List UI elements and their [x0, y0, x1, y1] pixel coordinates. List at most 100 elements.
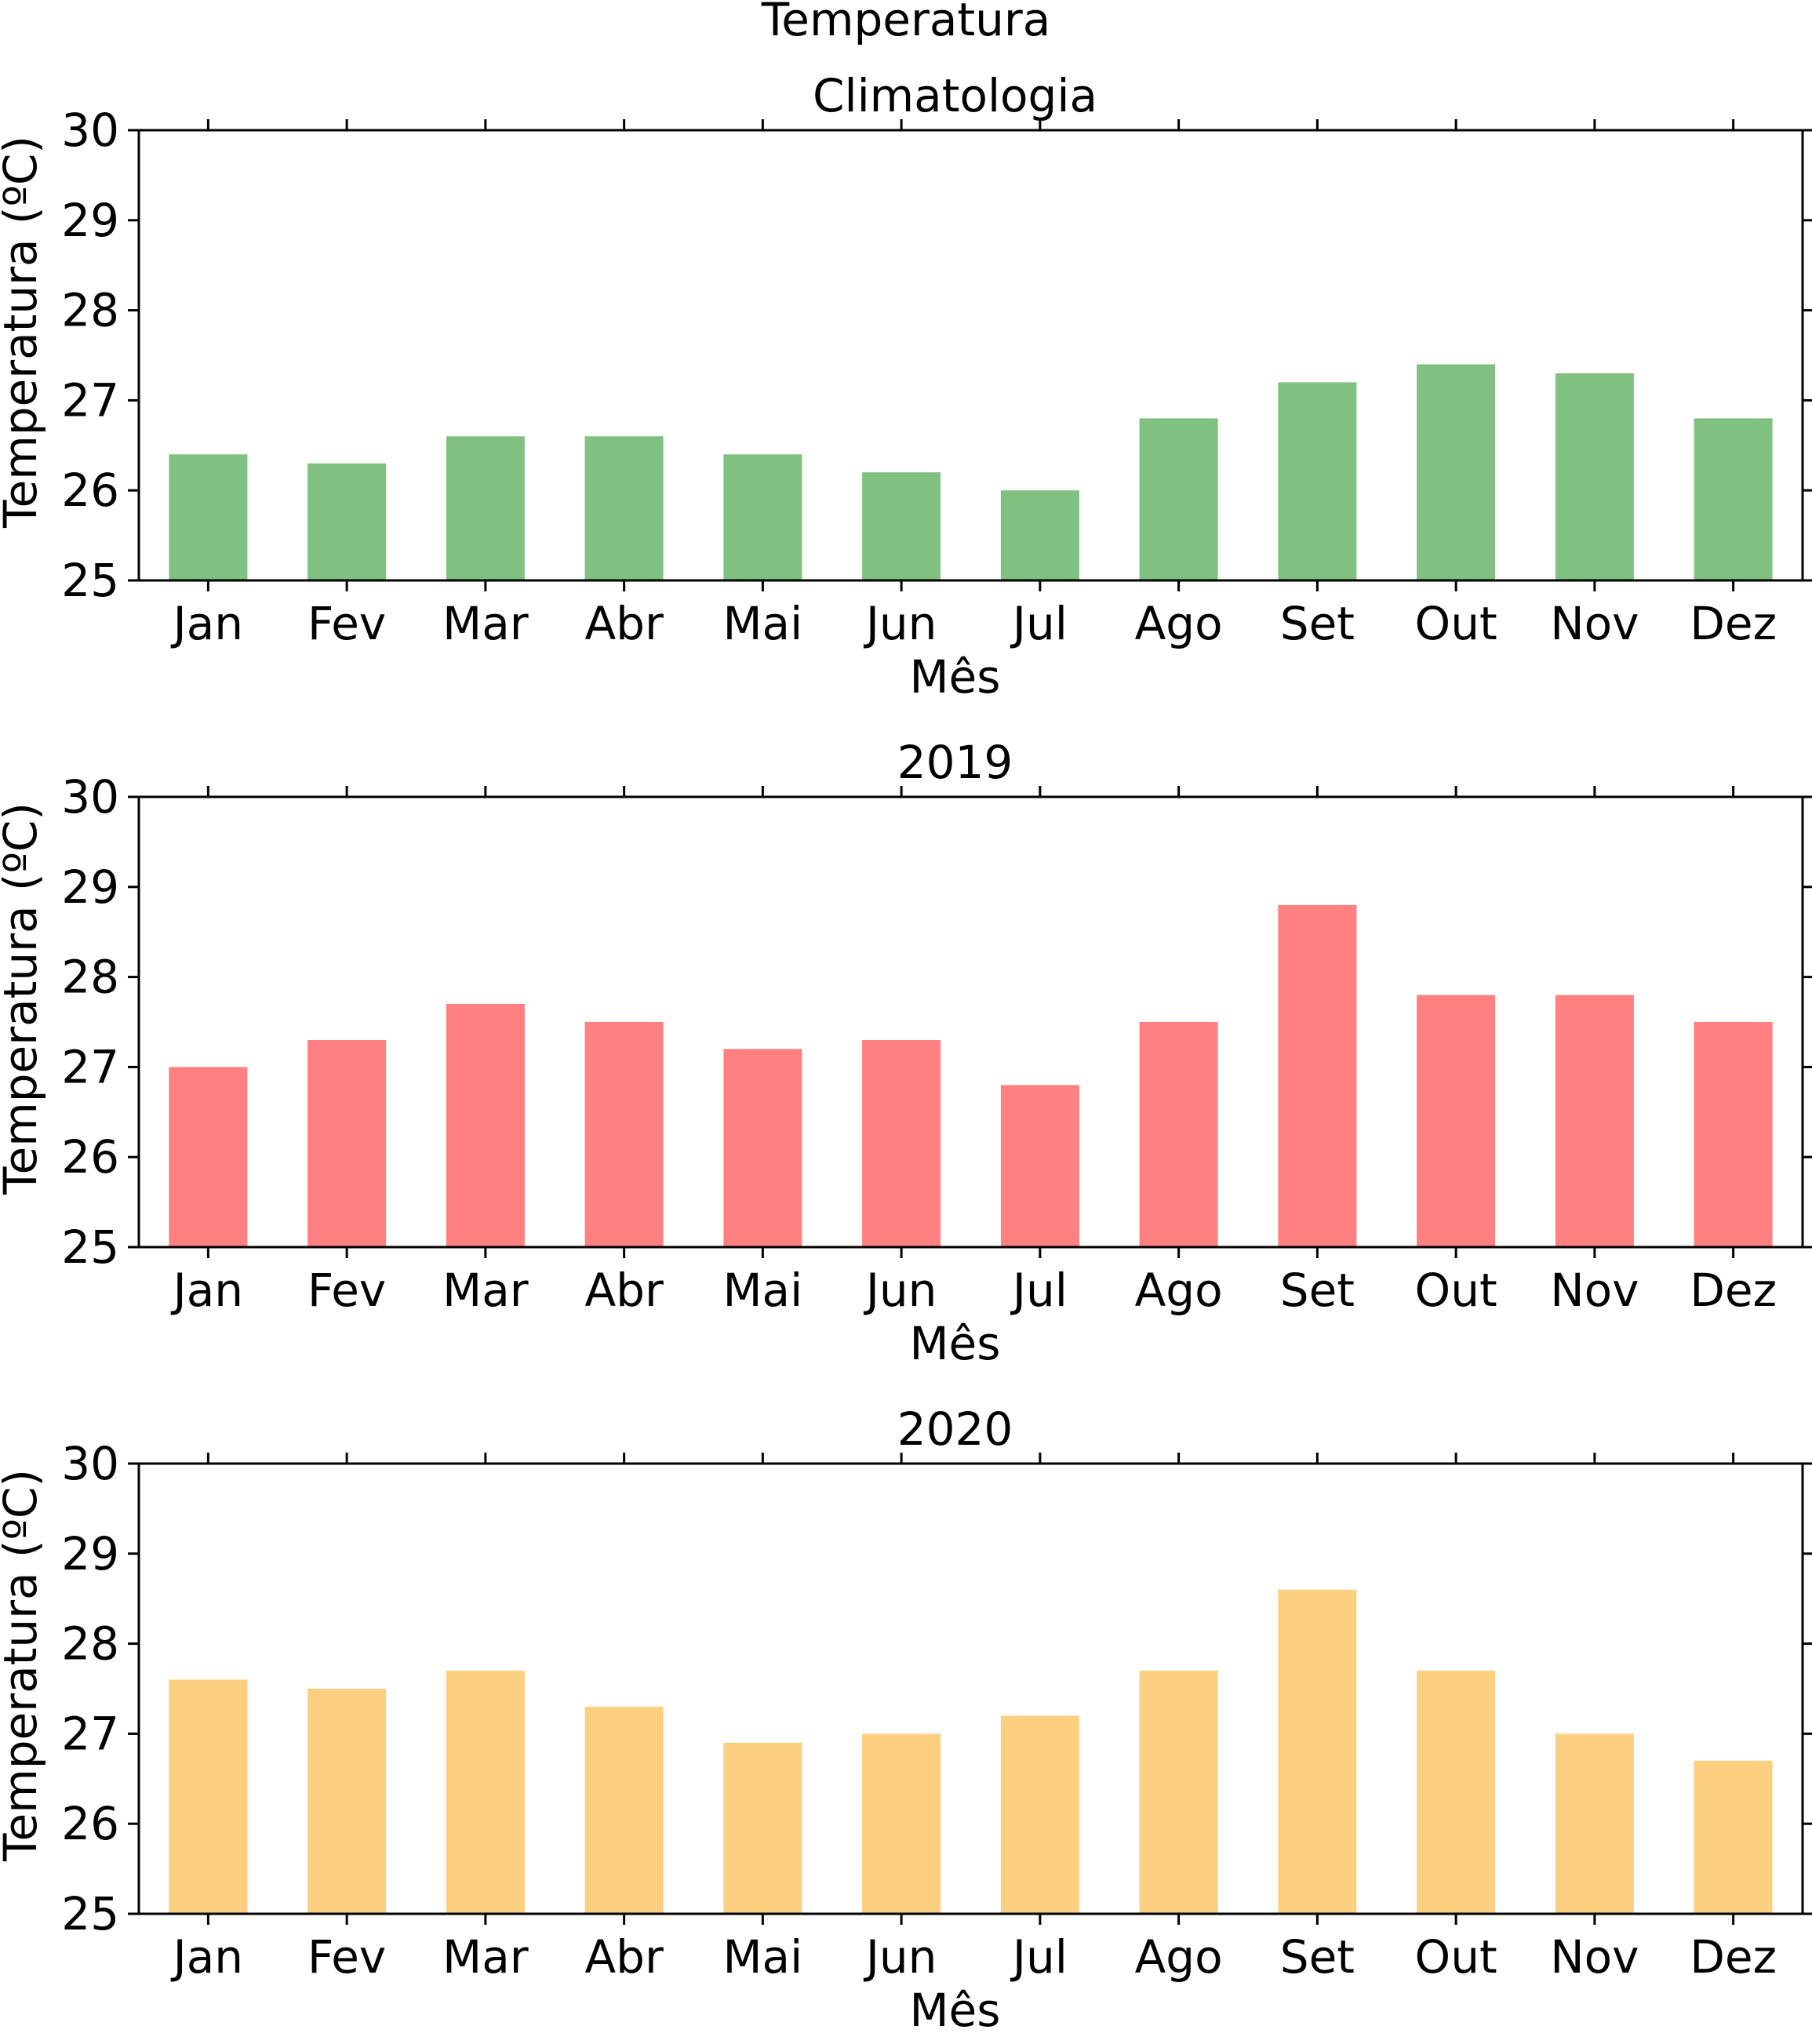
bar-nov [1555, 995, 1634, 1247]
x-tick-label: Dez [1690, 1264, 1777, 1317]
x-axis-label: Mês [910, 1984, 1001, 2037]
bar-dez [1694, 1022, 1773, 1247]
bar-mai [723, 454, 802, 580]
plot-frame [137, 1462, 1804, 1915]
bar-out [1417, 1671, 1496, 1914]
plot-frame [137, 795, 1804, 1249]
y-tick-label: 25 [61, 1220, 119, 1274]
x-tick-label: Ago [1135, 1264, 1223, 1317]
bar-abr [584, 1707, 664, 1914]
x-tick-label: Fev [307, 597, 386, 650]
chart-panels: Jan Fev Mar Abr Mai Jun Jul Ago Set Out Nov Dez 25 26… [0, 69, 1812, 2037]
panel-title: 2020 [897, 1402, 1013, 1456]
x-axis-label: Mês [910, 1317, 1001, 1370]
bar-jun [862, 1733, 941, 1914]
bar-jul [1000, 490, 1079, 580]
y-axis-label: Temperatura (ºC) [0, 136, 47, 529]
y-tick-label: 30 [61, 770, 119, 824]
panel-title: Climatologia [813, 69, 1097, 122]
x-tick-label: Mai [723, 597, 803, 650]
x-tick-label: Out [1415, 1264, 1497, 1317]
x-tick-label: Jan [171, 1930, 243, 1984]
panel-title: 2019 [897, 736, 1013, 789]
x-tick-label: Jan [171, 597, 243, 650]
bar-ago [1139, 418, 1218, 580]
x-tick-label: Set [1280, 1264, 1355, 1317]
bar-jun [862, 1040, 941, 1247]
bar-mai [723, 1742, 802, 1914]
y-tick-label: 26 [61, 1797, 119, 1850]
y-tick-label: 28 [61, 1617, 119, 1671]
y-axis-label: Temperatura (ºC) [0, 802, 47, 1195]
x-tick-label: Jul [1010, 597, 1068, 650]
x-tick-label: Jan [171, 1264, 243, 1317]
x-tick-label: Out [1415, 597, 1497, 650]
plot-frame [137, 129, 1804, 582]
x-tick-label: Jun [864, 1264, 937, 1317]
y-tick-label: 29 [61, 194, 119, 247]
bar-abr [584, 436, 664, 580]
x-tick-label: Fev [307, 1264, 386, 1317]
x-tick-label: Fev [307, 1930, 386, 1984]
x-tick-label: Mai [723, 1930, 803, 1984]
x-tick-label: Out [1415, 1930, 1497, 1984]
x-tick-label: Nov [1550, 597, 1639, 650]
bar-dez [1694, 1760, 1773, 1914]
bar-jan [169, 1679, 248, 1914]
x-tick-label: Jul [1010, 1930, 1068, 1984]
bar-out [1417, 364, 1496, 580]
bar-mar [446, 436, 525, 580]
y-tick-label: 29 [61, 1527, 119, 1580]
y-tick-label: 28 [61, 284, 119, 337]
bar-fev [307, 463, 387, 580]
x-tick-label: Jul [1010, 1264, 1068, 1317]
bar-ago [1139, 1022, 1218, 1247]
y-tick-label: 25 [61, 1887, 119, 1940]
bar-ago [1139, 1671, 1218, 1914]
y-tick-label: 27 [61, 1707, 119, 1760]
x-tick-label: Nov [1550, 1930, 1639, 1984]
bar-set [1278, 904, 1357, 1247]
chart-panel-1: Jan Fev Mar Abr Mai Jun Jul Ago Set Out Nov Dez 25 26… [0, 69, 1812, 704]
chart-panel-2: Jan Fev Mar Abr Mai Jun Jul Ago Set Out Nov Dez 25 26… [0, 736, 1812, 1370]
bar-dez [1694, 418, 1773, 580]
x-tick-label: Nov [1550, 1264, 1639, 1317]
x-tick-label: Mar [442, 597, 529, 650]
bar-nov [1555, 373, 1634, 580]
x-tick-label: Jun [864, 597, 937, 650]
bar-set [1278, 382, 1357, 580]
x-tick-label: Abr [584, 597, 663, 650]
y-axis-label: Temperatura (ºC) [0, 1469, 47, 1862]
x-tick-label: Mar [442, 1264, 529, 1317]
bar-mai [723, 1049, 802, 1247]
x-tick-label: Dez [1690, 597, 1777, 650]
y-tick-label: 26 [61, 464, 119, 517]
y-tick-label: 30 [61, 104, 119, 157]
y-tick-label: 30 [61, 1437, 119, 1490]
x-tick-label: Ago [1135, 1930, 1223, 1984]
bar-mar [446, 1671, 525, 1914]
y-tick-label: 25 [61, 554, 119, 607]
figure-title: Temperatura [761, 0, 1051, 46]
y-tick-label: 27 [61, 1040, 119, 1093]
y-tick-label: 29 [61, 860, 119, 914]
x-tick-label: Abr [584, 1264, 663, 1317]
x-axis-label: Mês [910, 650, 1001, 704]
y-tick-label: 28 [61, 951, 119, 1004]
x-tick-label: Dez [1690, 1930, 1777, 1984]
bar-out [1417, 995, 1496, 1247]
bar-jul [1000, 1715, 1079, 1914]
bar-abr [584, 1022, 664, 1247]
x-tick-label: Set [1280, 1930, 1355, 1984]
chart-panel-3: Jan Fev Mar Abr Mai Jun Jul Ago Set Out Nov Dez 25 26… [0, 1402, 1812, 2037]
bar-jul [1000, 1085, 1079, 1247]
bar-mar [446, 1004, 525, 1247]
x-tick-label: Mar [442, 1930, 529, 1984]
x-tick-label: Abr [584, 1930, 663, 1984]
x-tick-label: Jun [864, 1930, 937, 1984]
bar-fev [307, 1689, 387, 1914]
bar-jan [169, 454, 248, 580]
bar-jun [862, 472, 941, 580]
